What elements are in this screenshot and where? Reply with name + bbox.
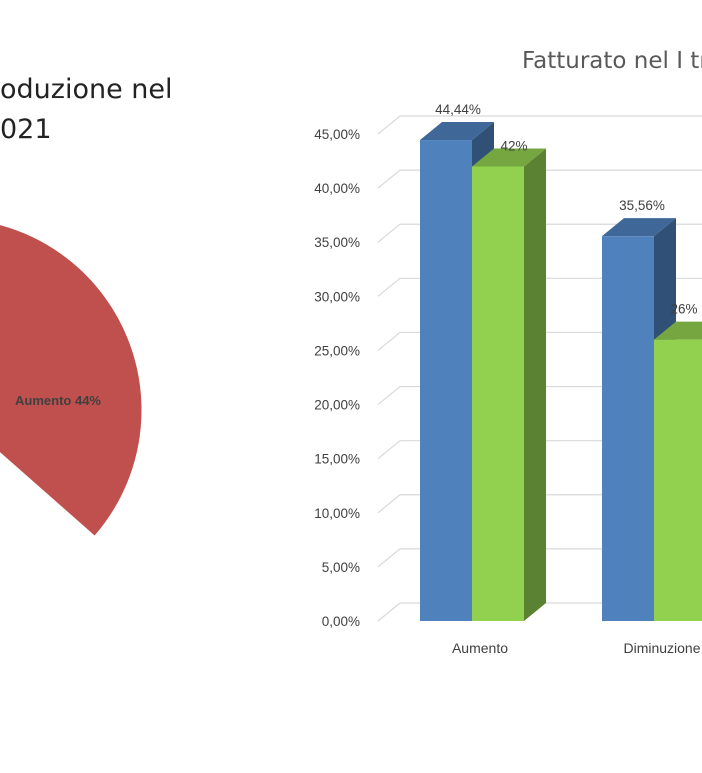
pie-chart-title: oduzione nel 021 xyxy=(0,74,173,145)
x-category-label: Aumento xyxy=(452,640,508,656)
bar-front xyxy=(654,339,702,621)
y-tick-label: 5,00% xyxy=(322,560,360,575)
y-tick-label: 10,00% xyxy=(314,506,360,521)
bar-data-label: 26% xyxy=(670,302,697,317)
x-category-label: Diminuzione xyxy=(623,640,700,656)
bar-top xyxy=(654,321,702,340)
bar-aumento-series-2 xyxy=(472,148,546,621)
bar-front xyxy=(472,166,524,621)
bar-chart-title: Fatturato nel I tri xyxy=(522,48,702,74)
y-tick-label: 30,00% xyxy=(314,289,360,304)
y-tick-label: 15,00% xyxy=(314,452,360,467)
bar-diminuzione-series-2 xyxy=(654,321,702,621)
bar-top xyxy=(472,148,546,167)
y-tick-label: 35,00% xyxy=(314,235,360,250)
pie-data-label: Aumento 44% xyxy=(15,393,101,408)
bar-data-label: 44,44% xyxy=(435,102,481,117)
bar-top xyxy=(602,218,676,237)
y-tick-label: 0,00% xyxy=(322,614,360,629)
bar-top xyxy=(420,122,494,141)
pie-slice-aumento xyxy=(0,222,145,540)
y-tick-label: 45,00% xyxy=(314,127,360,142)
bar-side xyxy=(524,148,546,621)
bar-data-label: 42% xyxy=(500,138,527,153)
y-tick-label: 25,00% xyxy=(314,343,360,358)
gridline xyxy=(377,115,702,135)
bar-front xyxy=(420,140,472,622)
bar-data-label: 35,56% xyxy=(619,198,665,213)
y-tick-label: 20,00% xyxy=(314,398,360,413)
bar-front xyxy=(602,236,654,621)
y-tick-label: 40,00% xyxy=(314,181,360,196)
gridline xyxy=(377,169,702,189)
